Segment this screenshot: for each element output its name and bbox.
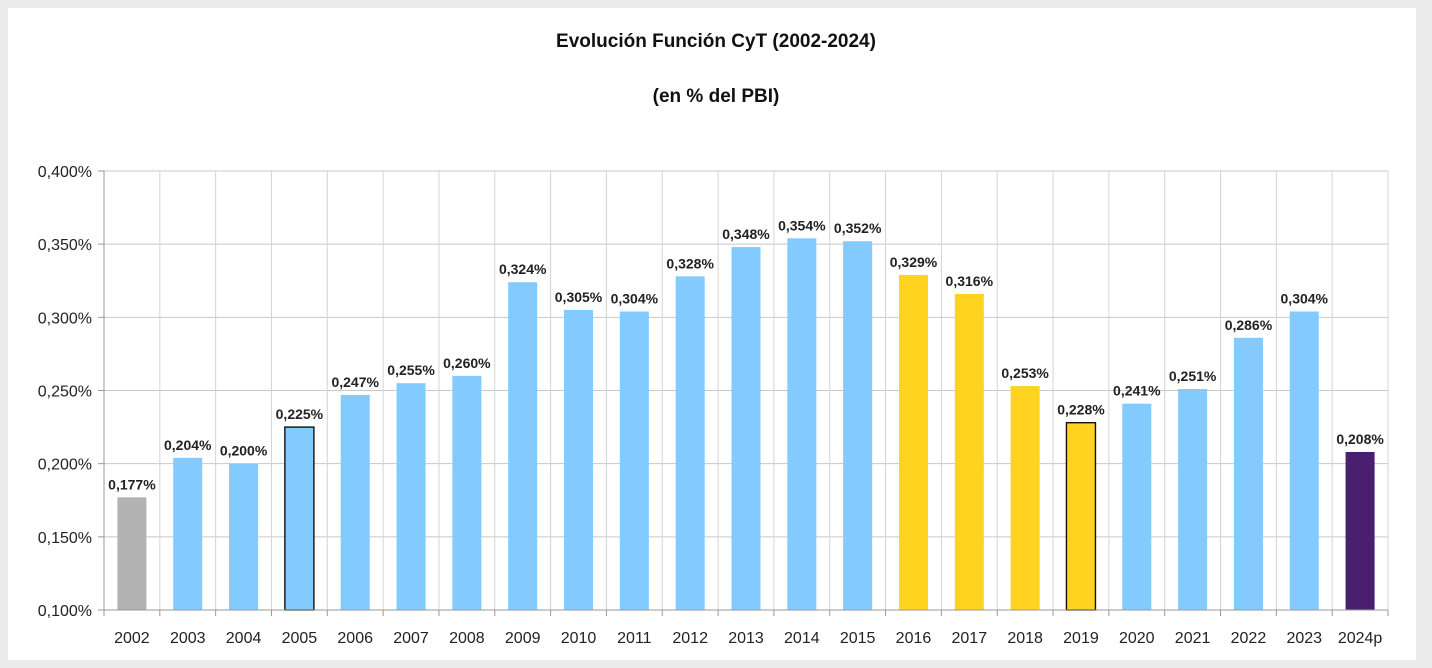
x-tick-label-2021: 2021	[1175, 630, 1211, 647]
data-label-2016: 0,329%	[890, 254, 938, 270]
bar-2021	[1178, 389, 1208, 610]
bar-2017	[954, 293, 984, 610]
data-label-2007: 0,255%	[387, 362, 435, 378]
y-tick-label: 0,350%	[38, 237, 92, 254]
x-tick-label-2009: 2009	[505, 630, 541, 647]
bar-2013	[731, 247, 761, 611]
data-label-2020: 0,241%	[1113, 383, 1161, 399]
x-tick-label-2016: 2016	[896, 630, 932, 647]
data-label-2012: 0,328%	[666, 255, 714, 271]
x-tick-label-2014: 2014	[784, 630, 820, 647]
data-label-2008: 0,260%	[443, 355, 491, 371]
data-label-2013: 0,348%	[722, 226, 770, 242]
chart-subtitle: (en % del PBI)	[652, 86, 780, 107]
x-tick-label-2010: 2010	[561, 630, 597, 647]
bar-2020	[1122, 403, 1152, 610]
data-label-2019: 0,228%	[1057, 402, 1105, 418]
x-tick-label-2020: 2020	[1119, 630, 1155, 647]
x-tick-label-2011: 2011	[617, 630, 652, 647]
x-tick-label-2013: 2013	[728, 630, 764, 647]
bar-2007	[396, 383, 426, 610]
x-tick-label-2005: 2005	[282, 630, 318, 647]
data-label-2009: 0,324%	[499, 261, 547, 277]
data-label-2003: 0,204%	[164, 437, 212, 453]
data-label-2022: 0,286%	[1225, 317, 1273, 333]
x-tick-label-2007: 2007	[393, 630, 429, 647]
data-label-2014: 0,354%	[778, 217, 826, 233]
data-label-2018: 0,253%	[1001, 365, 1049, 381]
x-tick-label-2008: 2008	[449, 630, 485, 647]
y-tick-label: 0,250%	[38, 384, 92, 401]
bar-2012	[675, 276, 705, 610]
data-label-2011: 0,304%	[611, 290, 659, 306]
x-tick-label-2022: 2022	[1231, 630, 1267, 647]
x-tick-label-2023: 2023	[1286, 630, 1322, 647]
y-tick-label: 0,150%	[38, 530, 92, 547]
x-tick-label-2024p: 2024p	[1338, 630, 1383, 647]
y-tick-label: 0,300%	[38, 310, 92, 327]
x-tick-label-2006: 2006	[337, 630, 373, 647]
bar-2008	[452, 375, 482, 610]
bar-2002	[117, 497, 147, 610]
bar-2006	[340, 394, 370, 610]
bar-2018	[1010, 386, 1040, 610]
x-tick-label-2002: 2002	[114, 630, 150, 647]
y-tick-label: 0,100%	[38, 603, 92, 620]
data-label-2015: 0,352%	[834, 220, 882, 236]
data-label-2010: 0,305%	[555, 289, 603, 305]
x-tick-label-2019: 2019	[1063, 630, 1099, 647]
bar-2022	[1233, 337, 1263, 610]
bar-2011	[619, 311, 649, 610]
bar-2005	[284, 426, 315, 611]
bar-2024p	[1345, 451, 1375, 610]
data-label-2004: 0,200%	[220, 443, 268, 459]
x-tick-label-2015: 2015	[840, 630, 876, 647]
y-tick-label: 0,400%	[38, 164, 92, 181]
bars	[117, 238, 1375, 611]
bar-2023	[1289, 311, 1319, 610]
bar-2014	[787, 238, 817, 610]
bar-2003	[173, 457, 203, 610]
bar-2009	[508, 282, 538, 610]
data-label-2017: 0,316%	[946, 273, 994, 289]
data-label-2021: 0,251%	[1169, 368, 1217, 384]
data-label-2005: 0,225%	[276, 406, 324, 422]
bar-2016	[898, 274, 928, 610]
bar-2019	[1065, 421, 1097, 611]
x-tick-label-2017: 2017	[952, 630, 988, 647]
x-tick-label-2003: 2003	[170, 630, 206, 647]
data-label-2023: 0,304%	[1281, 290, 1329, 306]
data-label-2002: 0,177%	[108, 476, 156, 492]
x-tick-label-2004: 2004	[226, 630, 262, 647]
bar-2004	[229, 463, 259, 610]
bar-2015	[843, 241, 873, 611]
x-tick-label-2018: 2018	[1007, 630, 1043, 647]
chart-title: Evolución Función CyT (2002-2024)	[556, 31, 876, 52]
data-label-2006: 0,247%	[331, 374, 379, 390]
labels: 0,100% 0,150% 0,200% 0,250% 0,300% 0,350% 0,40…	[38, 164, 1385, 647]
data-label-2024p: 0,208%	[1336, 431, 1384, 447]
bar-2010	[564, 310, 594, 610]
y-tick-label: 0,200%	[38, 457, 92, 474]
axes	[98, 170, 1389, 616]
x-tick-label-2012: 2012	[672, 630, 708, 647]
